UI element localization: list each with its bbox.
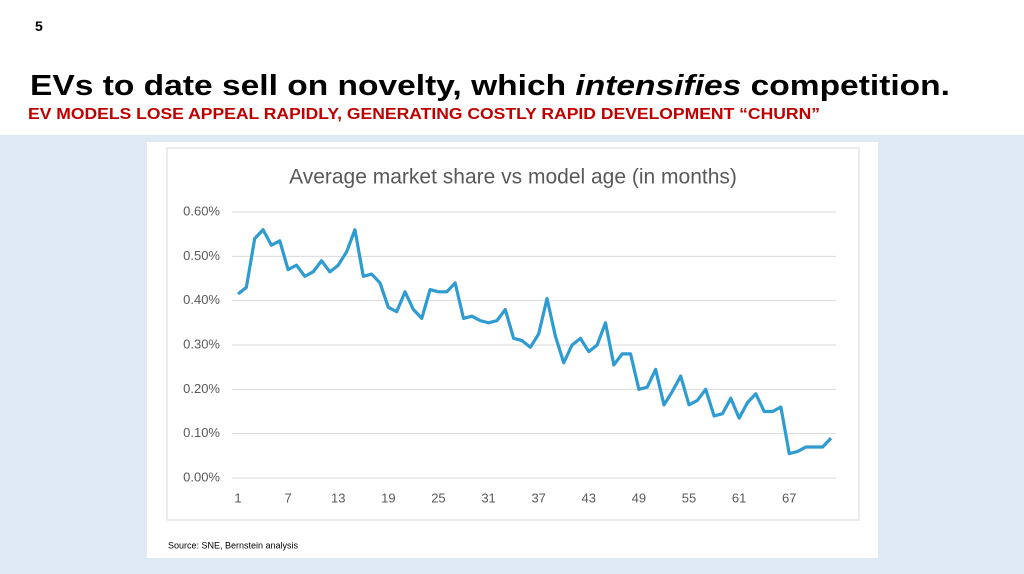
y-tick-label: 0.00%	[183, 469, 220, 484]
y-tick-label: 0.40%	[183, 292, 220, 307]
x-tick-label: 1	[234, 490, 241, 505]
x-tick-label: 37	[531, 490, 545, 505]
x-tick-label: 7	[284, 490, 291, 505]
chart-title: Average market share vs model age (in mo…	[289, 166, 737, 189]
title-emphasis: intensifies	[575, 70, 741, 102]
x-tick-label: 25	[431, 490, 445, 505]
x-tick-label: 49	[632, 490, 646, 505]
source-note: Source: SNE, Bernstein analysis	[168, 540, 299, 550]
chart-panel	[147, 142, 878, 558]
slide-subtitle: EV MODELS LOSE APPEAL RAPIDLY, GENERATIN…	[28, 106, 820, 123]
x-tick-label: 67	[782, 490, 796, 505]
x-tick-label: 55	[682, 490, 696, 505]
data-line	[237, 228, 833, 456]
slide-title: EVs to date sell on novelty, which inten…	[30, 70, 950, 102]
x-tick-label: 43	[582, 490, 596, 505]
title-part: competition.	[741, 70, 950, 102]
x-tick-label: 31	[481, 490, 495, 505]
x-tick-label: 19	[381, 490, 395, 505]
y-tick-label: 0.50%	[183, 248, 220, 263]
y-tick-label: 0.60%	[183, 203, 220, 218]
slide-number: 5	[35, 18, 43, 34]
y-tick-label: 0.30%	[183, 336, 220, 351]
x-tick-label: 13	[331, 490, 345, 505]
y-tick-label: 0.20%	[183, 381, 220, 396]
plot: 0.00% 0.10% 0.20% 0.30% 0.40% 0.50% 0.60% 1 7 13 1…	[183, 203, 836, 505]
y-tick-label: 0.10%	[183, 425, 220, 440]
chart-border	[166, 147, 860, 521]
title-part: EVs to date sell on novelty, which	[30, 70, 575, 102]
x-tick-label: 61	[732, 490, 746, 505]
